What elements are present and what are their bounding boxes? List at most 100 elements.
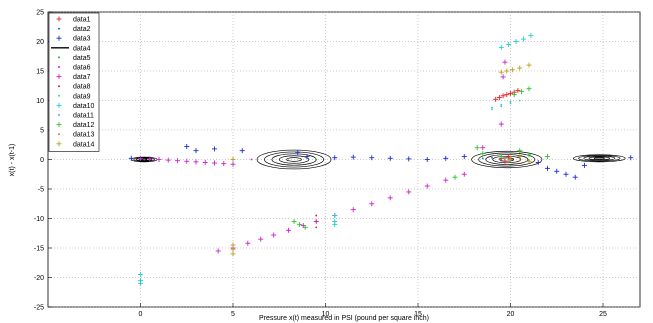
data7-point [461, 171, 467, 177]
data12-point [452, 174, 458, 180]
x-tick-label: 5 [231, 311, 235, 318]
legend: data1 data2 data3 data4 data5 data6 data7 data8… [48, 12, 100, 152]
contour-ring [256, 149, 332, 170]
data12-point [526, 86, 532, 92]
data7-point [147, 156, 153, 162]
data7-point [500, 74, 506, 80]
contour-ring [136, 157, 153, 162]
x-tick-label: 15 [414, 311, 422, 318]
data3-point [554, 168, 560, 174]
y-tick-label: -5 [38, 187, 44, 194]
data10-point [332, 213, 338, 219]
data14-point [230, 251, 236, 257]
data1-point [504, 92, 510, 98]
data2-point [491, 156, 493, 159]
data5-point [315, 158, 318, 161]
data10-point [138, 280, 143, 286]
data7-point [202, 159, 208, 165]
data7-point [221, 161, 227, 167]
data12-point [545, 154, 550, 160]
legend-box [48, 12, 100, 152]
data3-point [443, 155, 449, 161]
data12-point [519, 89, 525, 95]
data7-point [258, 236, 264, 242]
data1-point [515, 87, 521, 93]
data12-point [291, 218, 297, 224]
data3-point [628, 155, 634, 161]
data7-point [369, 201, 375, 207]
data1-point [493, 96, 499, 102]
data7-point [271, 232, 277, 238]
data3-point [461, 154, 467, 160]
data14-point [517, 154, 523, 160]
legend-item: data1 [56, 16, 91, 24]
legend-label: data10 [73, 103, 95, 110]
data12-point [474, 145, 480, 151]
legend-label: data13 [73, 132, 95, 139]
data1-point [496, 95, 502, 101]
legend-item: data11 [58, 113, 94, 120]
data14-point [509, 67, 515, 73]
legend-item: data13 [58, 132, 95, 139]
data6-point [250, 158, 253, 161]
data3-point [563, 171, 569, 177]
data9-point [509, 102, 512, 105]
contour-ring [286, 157, 302, 162]
contour-ring [588, 156, 611, 161]
data3-point [128, 155, 134, 161]
data7-point [498, 121, 504, 127]
contour-ring [583, 155, 616, 161]
x-axis-label: Pressure x(t) measured in PSI (pound per… [259, 315, 429, 322]
data7-point [193, 159, 199, 165]
data3-point [572, 174, 578, 180]
data7-point [286, 227, 291, 233]
y-tick-label: -25 [34, 305, 44, 312]
data7-point [215, 248, 221, 254]
data3-point [184, 144, 190, 150]
data10-point [513, 39, 519, 44]
data10-point [528, 33, 534, 39]
legend-label: data1 [73, 17, 91, 24]
data14-point [526, 62, 532, 68]
data11-point [500, 103, 503, 106]
y-axis-label: x(t) - x(t-1) [9, 144, 16, 177]
legend-label: data11 [73, 113, 94, 120]
data13-point [518, 159, 521, 162]
x-tick-label: 20 [507, 311, 515, 318]
y-tick-label: -10 [34, 216, 44, 223]
y-tick-label: -15 [34, 246, 44, 253]
data8-point [315, 220, 318, 223]
data10-point [520, 36, 526, 42]
legend-item: data9 [58, 93, 91, 100]
legend-item: data3 [56, 35, 91, 43]
data7-point [156, 157, 162, 162]
data12-point [511, 92, 517, 98]
data3-point [406, 156, 412, 162]
data9-point [500, 105, 503, 108]
data3-point [424, 157, 430, 162]
data7-point [443, 177, 449, 183]
data10-point [506, 41, 512, 47]
legend-label: data5 [73, 55, 91, 62]
contour-ring [573, 154, 626, 163]
x-tick-label: 25 [599, 311, 607, 318]
legend-item: data8 [58, 84, 91, 91]
data9-point [491, 108, 493, 111]
data8-point [315, 214, 318, 217]
data12-point [297, 221, 303, 227]
data7-point [424, 183, 430, 189]
y-tick-label: 0 [40, 157, 44, 164]
legend-item: data4 [51, 45, 91, 52]
y-tick-label: 10 [36, 98, 44, 105]
data3-point [295, 149, 301, 155]
data3-point [212, 146, 217, 152]
data14-point [230, 157, 236, 162]
data1-point [508, 90, 513, 96]
data3-point [369, 155, 375, 161]
data11-point [491, 106, 493, 109]
data9-point [518, 99, 521, 102]
data1-point [502, 158, 508, 164]
data7-point [502, 59, 508, 65]
data14-point [498, 69, 504, 75]
